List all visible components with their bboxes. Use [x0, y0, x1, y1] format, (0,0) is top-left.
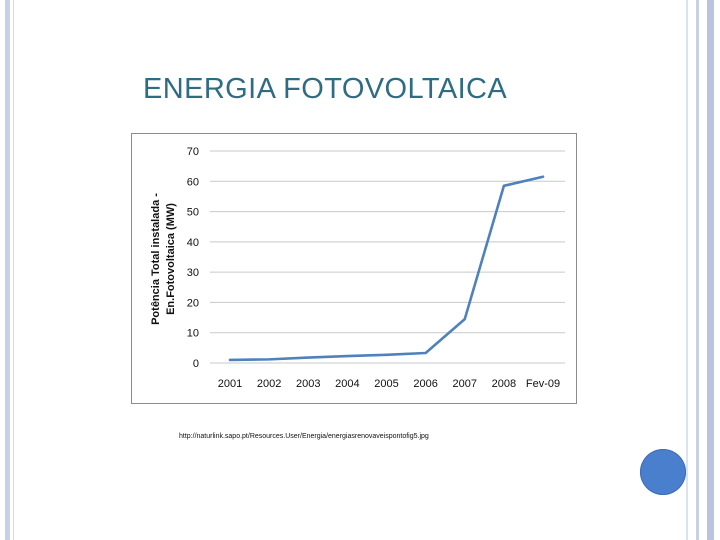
y-tick-label-40: 40 [187, 237, 199, 249]
x-tick-label-2004: 2004 [335, 378, 359, 390]
slide-title: ENERGIA FOTOVOLTAICA [143, 73, 508, 105]
y-axis-title-line-2: En.Fotovoltaica (MW) [165, 203, 177, 315]
x-tick-label-2001: 2001 [218, 378, 242, 390]
y-axis-title: Potência Total instalada - En.Fotovoltai… [150, 193, 177, 325]
chart-frame: 0 10 20 30 40 50 60 70 2001 2002 2003 2004 2005 2006… [131, 133, 577, 404]
x-tick-label-2005: 2005 [374, 378, 398, 390]
y-tick-label-30: 30 [187, 267, 199, 279]
slide-navigation-dot[interactable] [640, 449, 686, 495]
x-tick-label-2008: 2008 [492, 378, 516, 390]
line-chart: 0 10 20 30 40 50 60 70 2001 2002 2003 2004 2005 2006… [150, 146, 565, 390]
x-tick-label-2007: 2007 [453, 378, 477, 390]
right-decorative-rail [684, 0, 720, 540]
chart-gridlines [210, 150, 565, 364]
source-url: http://naturlink.sapo.pt/Resources.User/… [179, 433, 429, 440]
x-tick-label-2003: 2003 [296, 378, 320, 390]
y-tick-label-0: 0 [193, 358, 199, 370]
y-tick-label-20: 20 [187, 297, 199, 309]
y-axis-tick-labels: 0 10 20 30 40 50 60 70 [187, 146, 199, 370]
left-decorative-rail [0, 0, 14, 540]
chart-series-layer [228, 175, 545, 362]
y-tick-label-60: 60 [187, 176, 199, 188]
y-tick-label-10: 10 [187, 328, 199, 340]
x-tick-label-2006: 2006 [413, 378, 437, 390]
x-tick-label-fev-09: Fev-09 [526, 378, 560, 390]
x-axis-tick-labels: 2001 2002 2003 2004 2005 2006 2007 2008 Fev-09 [218, 378, 560, 390]
y-tick-label-70: 70 [187, 146, 199, 158]
installed-power-line [228, 175, 545, 362]
x-tick-label-2002: 2002 [257, 378, 281, 390]
y-axis-title-line-1: Potência Total instalada - [150, 193, 162, 325]
y-tick-label-50: 50 [187, 207, 199, 219]
